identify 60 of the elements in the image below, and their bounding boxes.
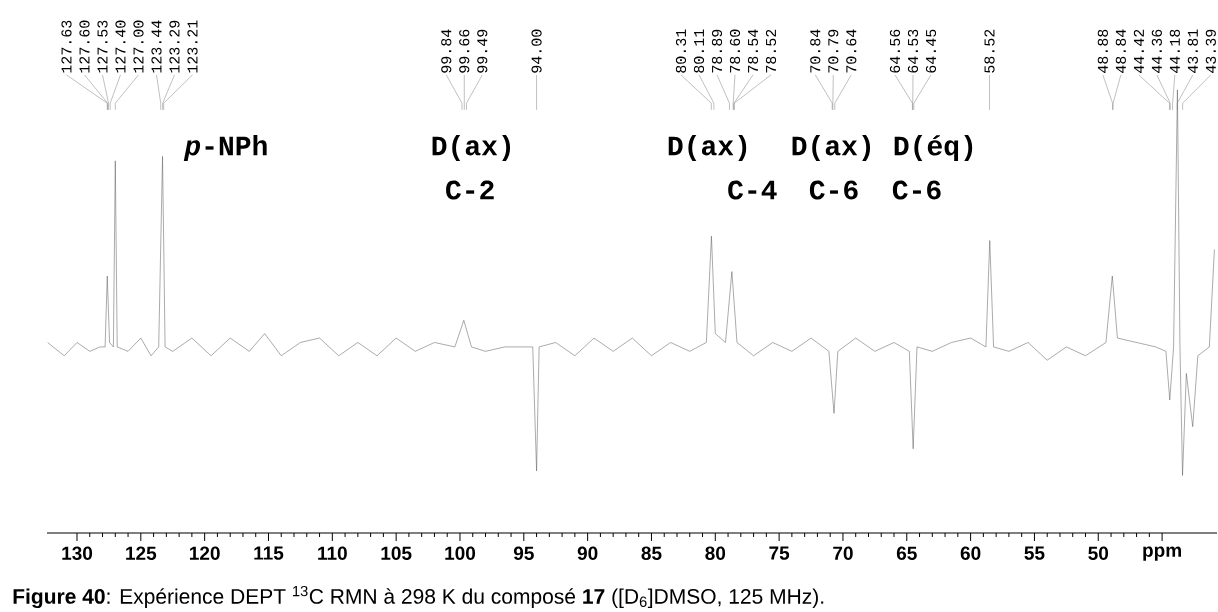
annotation: 44.36 bbox=[1151, 29, 1162, 73]
x-tick-label: 65 bbox=[896, 546, 917, 560]
annotation: 123.29 bbox=[169, 20, 180, 73]
annotation: 99.84 bbox=[441, 29, 452, 73]
annotation: 44.42 bbox=[1133, 29, 1144, 73]
annotation: 64.45 bbox=[925, 29, 937, 73]
annotation: 70.64 bbox=[846, 29, 857, 73]
annotation: 123.21 bbox=[187, 20, 198, 73]
annotation: 78.54 bbox=[747, 29, 759, 73]
annotation: 78.60 bbox=[729, 29, 741, 73]
x-tick-label: 55 bbox=[1024, 546, 1045, 560]
x-tick-label: 75 bbox=[769, 546, 790, 560]
annotation: D(ax) bbox=[432, 134, 511, 162]
annotation: 127.00 bbox=[133, 20, 144, 73]
annotation: 99.49 bbox=[477, 29, 488, 73]
annotation: D(ax) bbox=[668, 134, 747, 162]
annotation: p-NPh bbox=[183, 134, 267, 162]
annotation: 80.11 bbox=[693, 29, 705, 73]
x-tick-label: 80 bbox=[705, 546, 726, 560]
x-tick-label: 60 bbox=[960, 546, 981, 560]
x-tick-label: 130 bbox=[62, 546, 93, 561]
x-tick-label: 120 bbox=[190, 546, 220, 560]
annotation: 43.39 bbox=[1205, 29, 1216, 73]
x-tick-label: 115 bbox=[254, 546, 284, 560]
annotation: 64.53 bbox=[907, 29, 919, 73]
x-tick-label: 95 bbox=[513, 546, 534, 560]
x-tick-label: 90 bbox=[577, 546, 598, 560]
annotation: D(ax) bbox=[792, 134, 871, 162]
annotation: 78.52 bbox=[765, 29, 777, 73]
annotation: 70.84 bbox=[810, 29, 821, 73]
annotation: 80.31 bbox=[675, 29, 687, 73]
annotation: 127.53 bbox=[97, 20, 108, 73]
x-tick-label: 100 bbox=[445, 546, 476, 560]
x-tick-label: 110 bbox=[318, 546, 347, 560]
annotation: 94.00 bbox=[531, 29, 542, 73]
annotation: 48.84 bbox=[1115, 29, 1126, 73]
x-tick-label: 105 bbox=[381, 546, 412, 560]
annotation: 123.44 bbox=[151, 20, 162, 73]
annotation: 58.52 bbox=[984, 29, 995, 73]
annotation: 127.60 bbox=[79, 20, 90, 73]
annotation: 44.18 bbox=[1169, 29, 1180, 73]
annotation: 99.66 bbox=[459, 29, 470, 73]
annotation: C-2 bbox=[446, 180, 494, 200]
x-tick-label: 125 bbox=[126, 546, 157, 560]
x-tick-label: 70 bbox=[833, 546, 853, 560]
annotation: 78.89 bbox=[711, 29, 723, 73]
annotation: 43.81 bbox=[1187, 29, 1198, 73]
annotation: C-6 bbox=[892, 180, 941, 200]
annotation: 70.79 bbox=[828, 29, 839, 73]
x-tick-label: ppm bbox=[1143, 546, 1181, 561]
annotation: C-4 bbox=[728, 180, 777, 200]
annotation: 64.56 bbox=[889, 29, 901, 73]
x-tick-label: 85 bbox=[641, 546, 662, 560]
x-tick-label: 50 bbox=[1088, 546, 1109, 560]
annotation: D(éq) bbox=[894, 134, 973, 162]
annotation: C-6 bbox=[809, 180, 858, 200]
annotation: 127.63 bbox=[61, 20, 72, 73]
text: Figure 40: Expérience DEPT $^{13}$C RMN à 298 K du composé 17 ([D$_{6}$]DMSO, 125 MHz). bbox=[13, 585, 824, 609]
annotation: 127.40 bbox=[115, 20, 126, 73]
annotation: 48.88 bbox=[1097, 29, 1108, 73]
